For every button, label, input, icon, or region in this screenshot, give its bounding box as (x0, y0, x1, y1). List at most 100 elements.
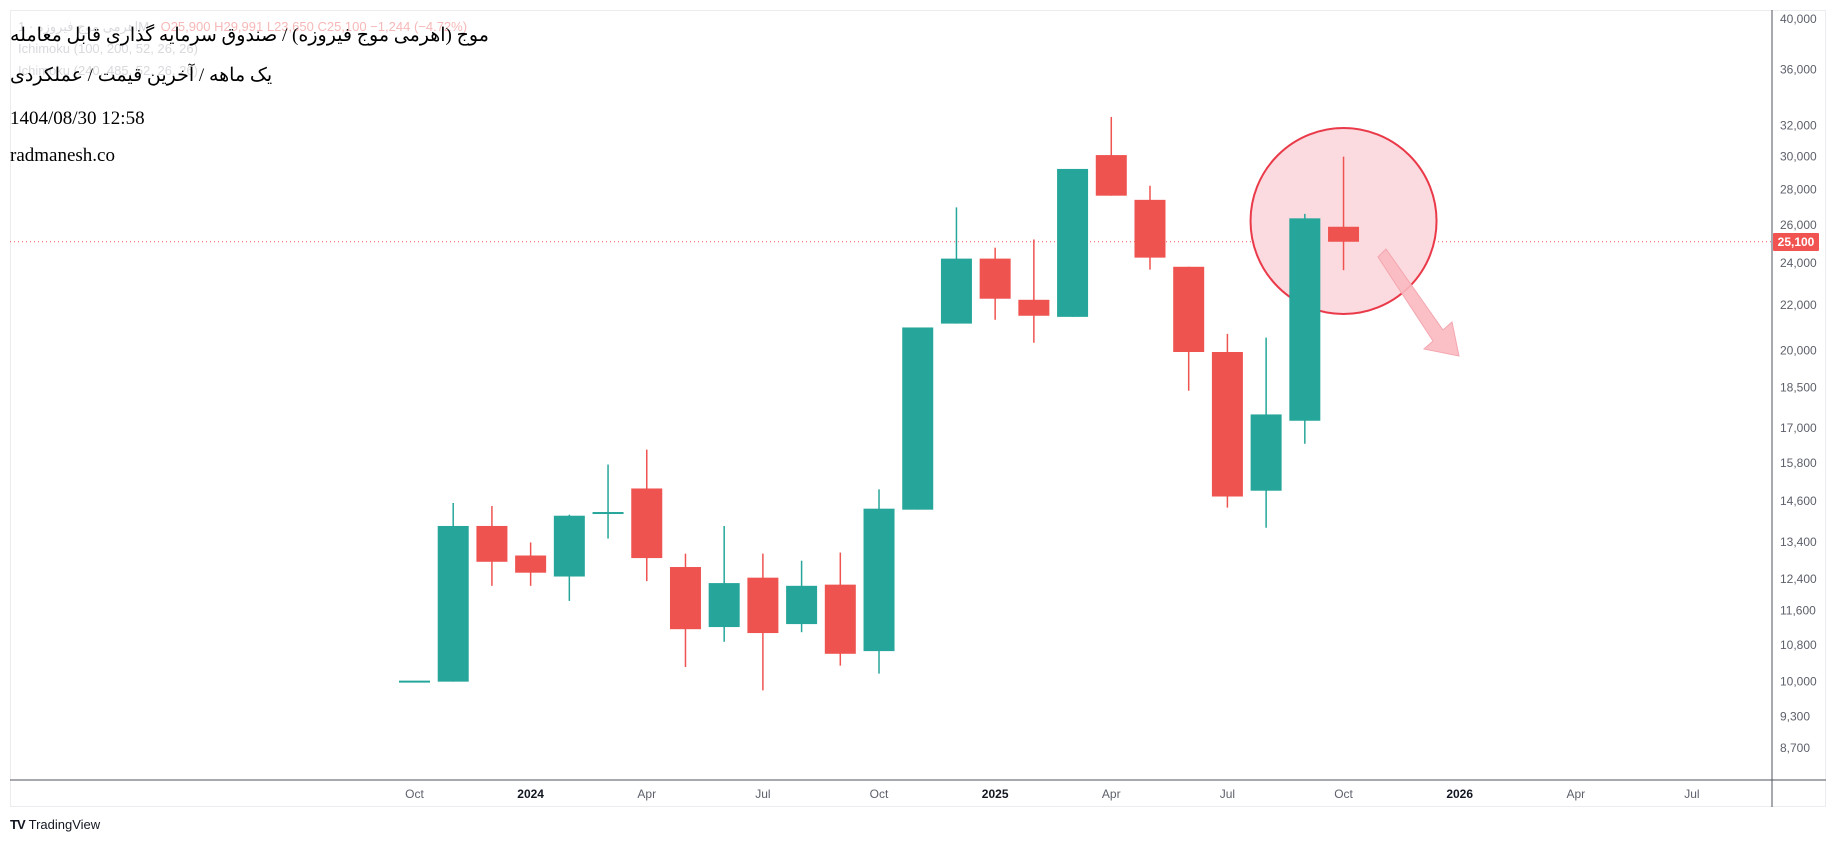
candle-body (1057, 168, 1089, 317)
candle-body (940, 258, 972, 324)
legend-symbol-row: اهرمی موج فیروزه · 1M · O25,900 H29,991 … (18, 16, 467, 38)
chart-legend: اهرمی موج فیروزه · 1M · O25,900 H29,991 … (18, 16, 467, 82)
candle (553, 514, 585, 601)
candle (1250, 337, 1282, 528)
price-tick-label: 13,400 (1780, 535, 1817, 549)
candle (1134, 185, 1166, 270)
candle (1095, 116, 1127, 196)
price-tick-label: 14,600 (1780, 494, 1817, 508)
candle-body (631, 488, 663, 559)
price-tick-label: 9,300 (1780, 709, 1810, 723)
price-tick-label: 8,700 (1780, 741, 1810, 755)
price-tick-label: 36,000 (1780, 62, 1817, 76)
candle (1289, 213, 1321, 444)
arrow-annotation[interactable] (1377, 248, 1460, 357)
candle-body (437, 525, 469, 682)
candle (824, 552, 856, 666)
candle (669, 553, 701, 668)
time-tick-label: 2024 (517, 787, 544, 801)
tradingview-logo[interactable]: TV TradingView (10, 817, 100, 832)
candle-body (515, 555, 547, 573)
price-tick-label: 28,000 (1780, 182, 1817, 196)
price-tick-label: 17,000 (1780, 421, 1817, 435)
time-tick-label: Apr (1102, 787, 1121, 801)
candle-body (979, 258, 1011, 299)
price-tick-label: 32,000 (1780, 119, 1817, 133)
candle (902, 327, 934, 510)
legend-indicator-2[interactable]: Ichimoku (240, 485, 52, 26, 26) (18, 63, 198, 78)
candle-body (553, 515, 585, 577)
candle (631, 449, 663, 582)
candle-body (1289, 218, 1321, 421)
candle-body (786, 585, 818, 625)
overlay-datetime: 1404/08/30 12:58 (10, 108, 145, 129)
candle (979, 247, 1011, 320)
candle (1211, 333, 1243, 508)
candle-body (592, 512, 624, 515)
price-tick-label: 22,000 (1780, 298, 1817, 312)
candle (476, 506, 508, 586)
time-tick-label: Jul (755, 787, 770, 801)
candle (863, 489, 895, 674)
candle-body (1211, 352, 1243, 497)
time-axis[interactable]: Oct 2024 Apr Jul Oct 2025 Apr Jul Oct 2026 Apr Jul (10, 779, 1826, 801)
down-right-arrow-icon[interactable] (1377, 248, 1460, 357)
legend-ohlc: O25,900 H29,991 L23,650 C25,100 −1,244 (… (160, 19, 468, 34)
legend-symbol: اهرمی موج فیروزه · 1M · (18, 19, 161, 34)
candle-body (863, 508, 895, 652)
candle (940, 207, 972, 324)
overlay-title: موج (اهرمی موج فیروزه) / صندوق سرمایه گذ… (10, 25, 489, 46)
time-tick-label: Apr (637, 787, 656, 801)
time-tick-label: Oct (405, 787, 424, 801)
candle (708, 525, 740, 642)
candle (1328, 156, 1360, 271)
price-tick-label: 11,600 (1780, 604, 1816, 618)
candle-body (1134, 199, 1166, 258)
price-tick-label: 10,800 (1780, 638, 1817, 652)
candle (747, 553, 779, 691)
candle (1018, 239, 1050, 343)
price-axis[interactable]: 40,000 36,000 32,000 30,000 28,000 26,000 24,0… (1771, 10, 1817, 807)
candle-body (747, 577, 779, 634)
last-price-tag: 25,100 (1773, 232, 1819, 251)
time-tick-label: Oct (870, 787, 889, 801)
candle-body (824, 584, 856, 654)
candle (515, 542, 547, 586)
time-tick-label: Oct (1334, 787, 1353, 801)
time-tick-label: Jul (1220, 787, 1235, 801)
overlay-website: radmanesh.co (10, 145, 115, 166)
candle (1057, 168, 1089, 317)
price-tick-label: 30,000 (1780, 150, 1817, 164)
price-tick-label: 40,000 (1780, 12, 1817, 26)
candle (1173, 266, 1205, 391)
candle-body (476, 525, 508, 562)
overlay-subtitle: یک ماهه / آخرین قیمت / عملکردی (10, 65, 273, 86)
candle-body (1173, 266, 1205, 353)
candle-body (1095, 155, 1127, 196)
price-tick-label: 24,000 (1780, 256, 1817, 270)
candle-body (1328, 226, 1360, 242)
time-tick-label: 2026 (1446, 787, 1473, 801)
candle-body (669, 567, 701, 630)
price-tick-label: 12,400 (1780, 572, 1817, 586)
price-tick-label: 10,000 (1780, 675, 1817, 689)
price-tick-label: 26,000 (1780, 218, 1817, 232)
candle-body (1250, 414, 1282, 491)
candle-body (708, 583, 740, 628)
candle (786, 560, 818, 633)
candle-body (902, 327, 934, 510)
tradingview-brand: TradingView (28, 817, 101, 832)
time-tick-label: Jul (1684, 787, 1699, 801)
time-tick-label: 2025 (982, 787, 1009, 801)
price-tick-label: 18,500 (1780, 381, 1817, 395)
candle (437, 503, 469, 682)
time-tick-label: Apr (1566, 787, 1585, 801)
tradingview-logo-icon: TV (10, 817, 26, 832)
price-tick-label: 20,000 (1780, 343, 1817, 357)
candle (592, 464, 624, 539)
legend-indicator-1[interactable]: Ichimoku (100, 200, 52, 26, 26) (18, 41, 198, 56)
candles-series (399, 116, 1360, 691)
price-tick-label: 15,800 (1780, 456, 1817, 470)
candle-body (1018, 299, 1050, 316)
